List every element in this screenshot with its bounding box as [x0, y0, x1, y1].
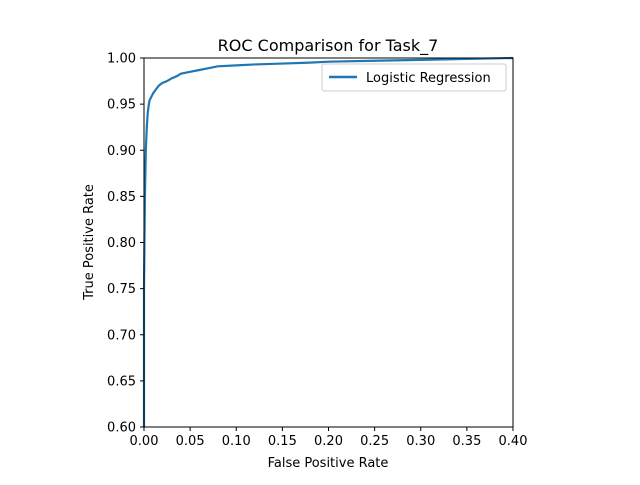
series-line-0	[142, 56, 514, 427]
x-axis-label: False Positive Rate	[268, 456, 389, 471]
chart-title: ROC Comparison for Task_7	[218, 36, 439, 56]
x-tick-label: 0.15	[268, 434, 297, 449]
y-tick-label: 0.75	[107, 282, 136, 297]
x-axis: 0.00 0.05 0.10 0.15 0.20 0.25 0.30 0.35 0.40	[130, 427, 528, 449]
y-tick-label: 0.90	[107, 144, 136, 159]
x-tick-label: 0.30	[406, 434, 435, 449]
y-tick-label: 0.60	[107, 421, 136, 436]
y-tick-label: 0.70	[107, 328, 136, 343]
plot-series	[142, 56, 514, 427]
x-tick-label: 0.40	[499, 434, 528, 449]
y-axis: 0.60 0.65 0.70 0.75 0.80 0.85 0.90 0.95 1.00	[107, 52, 144, 436]
x-tick-label: 0.05	[176, 434, 205, 449]
x-tick-label: 0.00	[130, 434, 159, 449]
x-tick-label: 0.35	[452, 434, 481, 449]
y-tick-label: 0.95	[107, 98, 136, 113]
y-tick-label: 0.85	[107, 190, 136, 205]
x-tick-label: 0.10	[222, 434, 251, 449]
y-tick-label: 0.65	[107, 374, 136, 389]
legend-box	[321, 63, 507, 92]
x-tick-label: 0.25	[360, 434, 389, 449]
legend: Logistic Regression	[321, 63, 507, 92]
y-axis-label: True Positive Rate	[82, 184, 97, 301]
legend-label: Logistic Regression	[366, 71, 491, 86]
x-tick-label: 0.20	[314, 434, 343, 449]
plot-frame	[143, 57, 514, 428]
y-tick-label: 0.80	[107, 236, 136, 251]
y-tick-label: 1.00	[107, 52, 136, 67]
